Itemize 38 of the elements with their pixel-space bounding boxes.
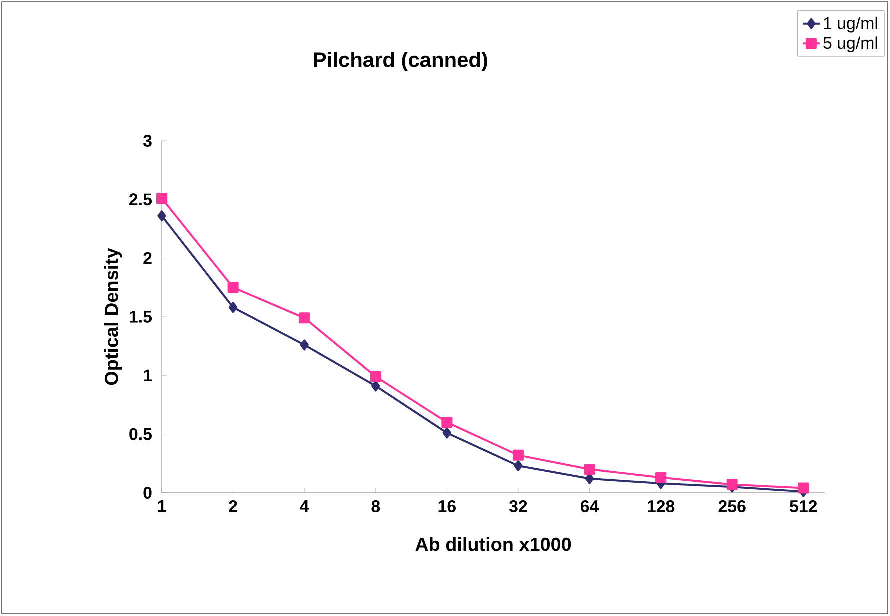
point [299,312,310,324]
point [372,380,380,392]
x-tick-label: 512 [790,500,818,512]
point [512,450,524,461]
y-tick-label: 0 [144,486,152,499]
y-tick-label: 1 [144,370,152,382]
legend-label: 5 ug/ml [824,36,878,52]
x-tick-label: 2 [229,500,238,512]
y-tick-label: 2 [144,252,152,264]
point [228,302,238,314]
legend-label: 1 ug/ml [824,16,878,33]
x-tick-label: 4 [300,500,310,512]
y-tick-label: 0.5 [130,428,152,440]
point [442,417,453,428]
y-axis-title: Optical Density [104,248,122,386]
point [158,210,166,222]
x-tick-label: 16 [438,500,456,512]
point [228,282,239,294]
point [514,460,523,472]
point [300,340,309,351]
x-tick-label: 1 [158,500,166,512]
x-tick-label: 32 [509,500,528,513]
point [442,428,452,439]
point [798,482,810,494]
x-tick-label: 8 [372,500,380,512]
x-tick-label: 128 [648,500,675,512]
point [726,479,738,490]
point [656,472,667,484]
y-tick-label: 1.5 [130,311,152,323]
chart-title: Pilchard (canned) [314,52,488,72]
point [584,464,596,476]
x-tick-label: 256 [718,500,746,512]
y-tick-label: 2.5 [130,194,152,206]
x-axis-title: Ab dilution x1000 [416,537,572,552]
y-tick-label: 3 [143,134,152,147]
x-tick-label: 64 [580,500,600,512]
point [156,192,168,204]
point [370,371,382,382]
